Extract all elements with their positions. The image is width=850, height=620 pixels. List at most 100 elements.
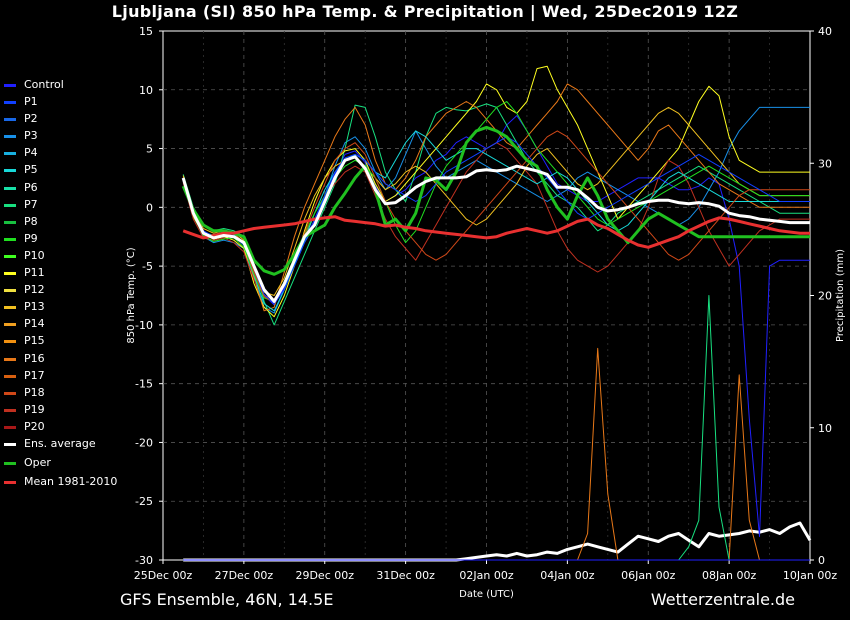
legend-label: P13 xyxy=(24,300,45,314)
legend-swatch xyxy=(4,408,16,412)
legend-item: P8 xyxy=(4,213,117,230)
legend-item: P20 xyxy=(4,418,117,435)
legend-item: P4 xyxy=(4,144,117,161)
legend-label: P2 xyxy=(24,112,38,126)
legend-label: P10 xyxy=(24,248,45,262)
legend-swatch xyxy=(4,169,16,173)
y-tick-label: 10 xyxy=(139,84,153,97)
legend-label: P17 xyxy=(24,368,45,382)
temp-series-p13 xyxy=(182,106,810,296)
legend-item: P7 xyxy=(4,196,117,213)
legend-label: P1 xyxy=(24,95,38,109)
legend-swatch xyxy=(4,254,16,258)
legend-label: P12 xyxy=(24,283,45,297)
x-tick-label: 02Jan 00z xyxy=(459,569,513,582)
legend-label: Control xyxy=(24,78,64,91)
legend-item: Mean 1981-2010 xyxy=(4,473,117,492)
x-tick-label: 27Dec 00z xyxy=(215,569,274,582)
legend-swatch xyxy=(4,186,16,190)
legend-swatch xyxy=(4,442,16,446)
x-tick-label: 04Jan 00z xyxy=(540,569,594,582)
legend-label: P11 xyxy=(24,266,45,280)
x-tick-label: 29Dec 00z xyxy=(295,569,354,582)
x-tick-label: 25Dec 00z xyxy=(134,569,193,582)
legend-label: P3 xyxy=(24,129,38,143)
temp-series-p1 xyxy=(182,136,810,305)
legend-item: P10 xyxy=(4,247,117,264)
y-tick-label: -30 xyxy=(135,554,153,567)
legend-label: Oper xyxy=(24,455,51,469)
legend-label: P14 xyxy=(24,317,45,331)
legend-item: P13 xyxy=(4,298,117,315)
temp-series-oper xyxy=(181,125,810,276)
model-caption: GFS Ensemble, 46N, 14.5E xyxy=(120,590,334,609)
legend-swatch xyxy=(4,480,16,484)
legend-swatch xyxy=(4,237,16,241)
legend-item: P11 xyxy=(4,264,117,281)
y-tick-label: 15 xyxy=(139,25,153,38)
legend-label: P19 xyxy=(24,402,45,416)
legend-label: P6 xyxy=(24,180,38,194)
legend-swatch xyxy=(4,391,16,395)
y2-tick-label: 20 xyxy=(818,290,832,303)
legend-swatch xyxy=(4,84,16,87)
legend-item: P9 xyxy=(4,230,117,247)
legend-swatch xyxy=(4,118,16,122)
legend-swatch xyxy=(4,101,16,105)
legend-item: P5 xyxy=(4,161,117,178)
x-tick-label: 10Jan 00z xyxy=(783,569,837,582)
legend-item: P15 xyxy=(4,332,117,349)
x-tick-label: 06Jan 00z xyxy=(621,569,675,582)
legend-swatch xyxy=(4,203,16,207)
y-tick-label: 0 xyxy=(146,201,153,214)
legend-item: P1 xyxy=(4,93,117,110)
legend: Control P1 P2 P3 P4 P5 P6 P7 P8 P9 P10 P11 P12 P13 P14… xyxy=(4,76,117,492)
y-axis-label: 850 hPa Temp. (°C) xyxy=(126,247,137,343)
y2-tick-label: 0 xyxy=(818,554,825,567)
legend-swatch xyxy=(4,357,16,361)
legend-swatch xyxy=(4,289,16,293)
x-axis-label: Date (UTC) xyxy=(459,589,514,600)
legend-swatch xyxy=(4,135,16,139)
legend-swatch xyxy=(4,152,16,156)
legend-label: P4 xyxy=(24,146,38,160)
legend-item: Control xyxy=(4,76,117,93)
y-tick-label: -20 xyxy=(135,436,153,449)
legend-item: P17 xyxy=(4,367,117,384)
chart-title: Ljubljana (SI) 850 hPa Temp. & Precipita… xyxy=(111,2,739,21)
legend-item: P12 xyxy=(4,281,117,298)
legend-label: P9 xyxy=(24,231,38,245)
legend-label: P8 xyxy=(24,214,38,228)
legend-swatch xyxy=(4,425,16,429)
legend-label: Mean 1981-2010 xyxy=(24,474,118,488)
legend-item: P2 xyxy=(4,110,117,127)
temp-series-ens-average xyxy=(181,155,810,303)
y2-axis-label: Precipitation (mm) xyxy=(835,249,846,342)
legend-swatch xyxy=(4,461,16,465)
legend-item: P3 xyxy=(4,127,117,144)
legend-label: P7 xyxy=(24,197,38,211)
y-tick-label: -25 xyxy=(135,495,153,508)
legend-item: Oper xyxy=(4,454,117,473)
legend-item: P6 xyxy=(4,179,117,196)
y-tick-label: 5 xyxy=(146,143,153,156)
legend-label: P16 xyxy=(24,351,45,365)
legend-item: P18 xyxy=(4,384,117,401)
y2-tick-label: 10 xyxy=(818,422,832,435)
y-tick-label: -5 xyxy=(142,260,153,273)
legend-swatch xyxy=(4,220,16,224)
legend-swatch xyxy=(4,340,16,344)
legend-swatch xyxy=(4,323,16,327)
x-tick-label: 08Jan 00z xyxy=(702,569,756,582)
x-tick-label: 31Dec 00z xyxy=(376,569,435,582)
y-tick-label: -10 xyxy=(135,319,153,332)
legend-label: P18 xyxy=(24,385,45,399)
y-tick-label: -15 xyxy=(135,378,153,391)
y2-tick-label: 40 xyxy=(818,25,832,38)
legend-label: P15 xyxy=(24,334,45,348)
legend-item: P14 xyxy=(4,315,117,332)
temp-series-mean-1981-2010 xyxy=(182,215,810,249)
legend-item: P16 xyxy=(4,350,117,367)
legend-item: Ens. average xyxy=(4,435,117,454)
